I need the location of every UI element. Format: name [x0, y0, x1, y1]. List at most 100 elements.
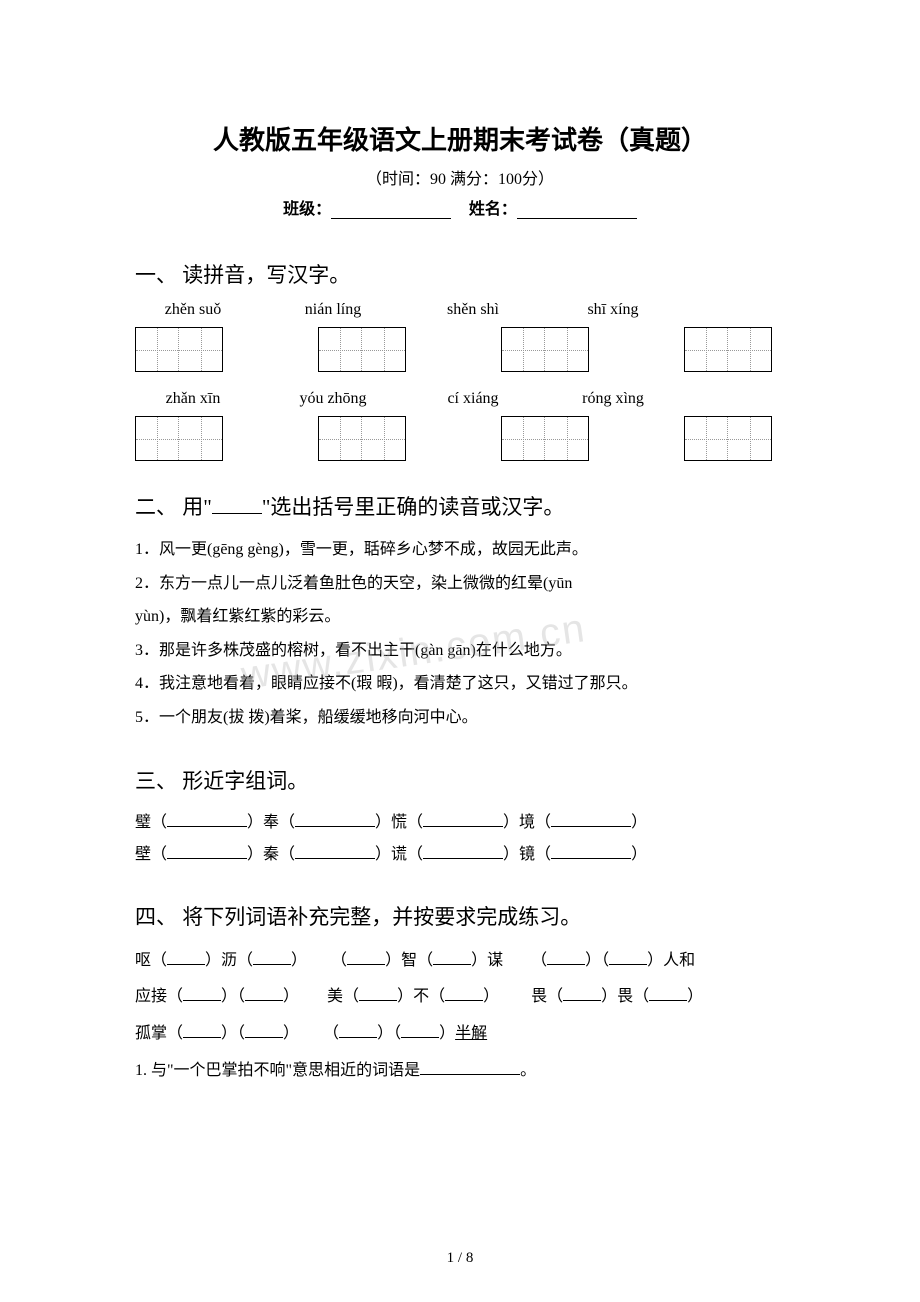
char-box-2-1[interactable] [135, 416, 223, 461]
char-box-1-3[interactable] [501, 327, 589, 372]
q3-2b: ）秦（ [247, 846, 295, 863]
q4-b3a[interactable] [547, 951, 585, 965]
q4-sub1: 1. 与"一个巴掌拍不响"意思相近的词语是 。 [135, 1053, 785, 1090]
q4-b2a[interactable] [347, 951, 385, 965]
section2-pre: 二、 用" [135, 495, 212, 519]
q4-b3b[interactable] [609, 951, 647, 965]
pinyin-row-2: zhǎn xīn yóu zhōng cí xiáng róng xìng [153, 390, 785, 408]
pinyin-2-3: cí xiáng [433, 390, 513, 408]
q3-1c: ）慌（ [375, 814, 423, 831]
q3-2a: 壁（ [135, 846, 167, 863]
q4-w2a: （ [331, 952, 347, 969]
pinyin-1-1: zhěn suǒ [153, 301, 233, 319]
q4-b4b[interactable] [245, 987, 283, 1001]
q4-w7b: ）（ [221, 1025, 245, 1042]
page-number: 1 / 8 [0, 1250, 920, 1267]
q4-w5c: ） [483, 988, 499, 1005]
q4-w3b: ）（ [585, 952, 609, 969]
exam-subtitle: （时间：90 满分：100分） [135, 165, 785, 189]
q3-blank-2d[interactable] [551, 845, 631, 859]
q4-b4a[interactable] [183, 987, 221, 1001]
q4-w8a: （ [323, 1025, 339, 1042]
q2-line4: 4．我注意地看着，眼睛应接不(瑕 暇)，看清楚了这只，又错过了那只。 [135, 667, 785, 701]
pinyin-row-1: zhěn suǒ nián líng shěn shì shī xíng [153, 301, 785, 319]
q4-b1a[interactable] [167, 951, 205, 965]
char-box-1-1[interactable] [135, 327, 223, 372]
exam-title: 人教版五年级语文上册期末考试卷（真题） [135, 120, 785, 157]
q4-w1c: ） [291, 952, 307, 969]
q4-row3: 孤掌（）（） （）（）半解 [135, 1016, 785, 1053]
pinyin-2-2: yóu zhōng [293, 390, 373, 408]
q4-q1-end: 。 [520, 1062, 536, 1079]
q4-w4c: ） [283, 988, 299, 1005]
char-box-2-3[interactable] [501, 416, 589, 461]
section3-heading: 三、 形近字组词。 [135, 765, 785, 795]
char-box-1-4[interactable] [684, 327, 772, 372]
q3-row1: 璧（ ）奉（ ）慌（ ）境（ ） [135, 807, 785, 839]
q4-b5b[interactable] [445, 987, 483, 1001]
q4-w7c: ） [283, 1025, 299, 1042]
q4-w8d: 半解 [455, 1025, 487, 1042]
section2-post: "选出括号里正确的读音或汉字。 [262, 495, 565, 519]
q4-b6b[interactable] [649, 987, 687, 1001]
pinyin-2-1: zhǎn xīn [153, 390, 233, 408]
class-blank[interactable] [331, 201, 451, 219]
q3-blank-2c[interactable] [423, 845, 503, 859]
q4-w5b: ）不（ [397, 988, 445, 1005]
q4-w1a: 呕（ [135, 952, 167, 969]
q3-blank-1c[interactable] [423, 813, 503, 827]
q3-1b: ）奉（ [247, 814, 295, 831]
q3-blank-1b[interactable] [295, 813, 375, 827]
q3-1d: ）境（ [503, 814, 551, 831]
q4-q1-blank[interactable] [420, 1061, 520, 1075]
q4-w6c: ） [687, 988, 703, 1005]
q3-1a: 璧（ [135, 814, 167, 831]
q4-w1b: ）沥（ [205, 952, 253, 969]
q4-w5a: 美（ [327, 988, 359, 1005]
q4-b1b[interactable] [253, 951, 291, 965]
q2-line3: 3．那是许多株茂盛的榕树，看不出主干(gàn gān)在什么地方。 [135, 634, 785, 668]
name-blank[interactable] [517, 201, 637, 219]
pinyin-1-3: shěn shì [433, 301, 513, 319]
q4-w4b: ）（ [221, 988, 245, 1005]
q3-2d: ）镜（ [503, 846, 551, 863]
q3-2e: ） [631, 846, 647, 863]
box-row-2 [135, 416, 785, 461]
q4-b7a[interactable] [183, 1024, 221, 1038]
q4-b7b[interactable] [245, 1024, 283, 1038]
q2-line5: 5．一个朋友(拔 拨)着桨，船缓缓地移向河中心。 [135, 701, 785, 735]
q4-w3c: ）人和 [647, 952, 695, 969]
q3-row2: 壁（）秦（）谎（）镜（） [135, 839, 785, 871]
q4-q1-text: 1. 与"一个巴掌拍不响"意思相近的词语是 [135, 1062, 420, 1079]
q3-blank-2b[interactable] [295, 845, 375, 859]
q3-blank-1d[interactable] [551, 813, 631, 827]
char-box-1-2[interactable] [318, 327, 406, 372]
char-box-2-2[interactable] [318, 416, 406, 461]
q4-row1: 呕（）沥（） （）智（）谋 （）（）人和 [135, 943, 785, 980]
q4-w8b: ）（ [377, 1025, 401, 1042]
q4-w4a: 应接（ [135, 988, 183, 1005]
q4-b8a[interactable] [339, 1024, 377, 1038]
q4-b5a[interactable] [359, 987, 397, 1001]
q3-blank-1a[interactable] [167, 813, 247, 827]
q2-line2b: yùn)，飘着红紫红紫的彩云。 [135, 600, 785, 634]
q2-line2a: 2．东方一点儿一点儿泛着鱼肚色的天空，染上微微的红晕(yūn [135, 567, 785, 601]
section1-heading: 一、 读拼音，写汉字。 [135, 259, 785, 289]
q4-w3a: （ [531, 952, 547, 969]
name-label: 姓名： [469, 201, 517, 218]
q4-b2b[interactable] [433, 951, 471, 965]
section4-heading: 四、 将下列词语补充完整，并按要求完成练习。 [135, 901, 785, 931]
q4-w6a: 畏（ [531, 988, 563, 1005]
pinyin-2-4: róng xìng [573, 390, 653, 408]
q3-1e: ） [631, 814, 647, 831]
section2-heading: 二、 用" "选出括号里正确的读音或汉字。 [135, 491, 785, 521]
q4-b6a[interactable] [563, 987, 601, 1001]
box-row-1 [135, 327, 785, 372]
q3-blank-2a[interactable] [167, 845, 247, 859]
pinyin-1-2: nián líng [293, 301, 373, 319]
q4-b8b[interactable] [401, 1024, 439, 1038]
q4-w8c: ） [439, 1025, 455, 1042]
char-box-2-4[interactable] [684, 416, 772, 461]
section2-blank [212, 498, 262, 514]
q4-row2: 应接（）（） 美（）不（） 畏（）畏（） [135, 979, 785, 1016]
